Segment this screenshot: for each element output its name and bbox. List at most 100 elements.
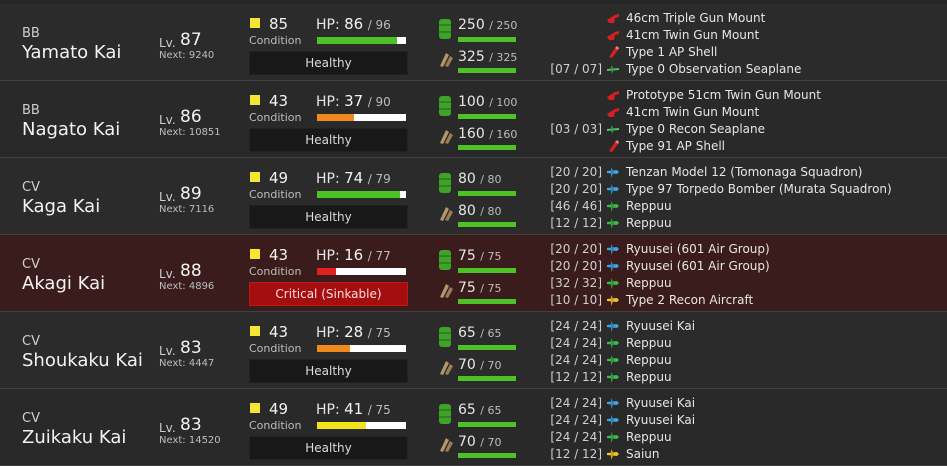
equipment-item[interactable]: Type 1 AP Shell <box>540 44 947 61</box>
torpedo-bomber-icon <box>607 321 619 332</box>
next-exp: Next: 10851 <box>159 127 221 138</box>
ammo-text: 160 / 160 <box>458 126 517 142</box>
equipment-name: Reppuu <box>626 199 672 213</box>
equipment-slot-count: [24 / 24] <box>550 353 602 367</box>
hp-bar-fill <box>317 422 366 429</box>
fuel-text: 250 / 250 <box>458 17 517 33</box>
main-gun-icon <box>607 91 619 100</box>
fuel-max: / 75 <box>480 250 502 263</box>
equipment-item[interactable]: [24 / 24] Reppuu <box>540 335 947 352</box>
equipment-name: Ryuusei Kai <box>626 396 696 410</box>
fuel-max: / 65 <box>480 404 502 417</box>
equipment-name: Ryuusei (601 Air Group) <box>626 242 770 256</box>
equipment-name: Type 91 AP Shell <box>626 139 725 153</box>
equipment-item[interactable]: [20 / 20] Ryuusei (601 Air Group) <box>540 241 947 258</box>
equipment-list: Prototype 51cm Twin Gun Mount 41cm Twin G… <box>540 87 947 155</box>
equipment-name: Ryuusei Kai <box>626 413 696 427</box>
seaplane-icon <box>607 65 619 74</box>
fuel-icon <box>439 96 451 116</box>
equipment-item[interactable]: [12 / 12] Reppuu <box>540 215 947 232</box>
ship-type: BB <box>22 26 40 41</box>
equipment-slot-count: [20 / 20] <box>550 165 602 179</box>
equipment-name: Tenzan Model 12 (Tomonaga Squadron) <box>626 165 863 179</box>
hp-current: 37 <box>344 92 364 110</box>
equipment-item[interactable]: [07 / 07] Type 0 Observation Seaplane <box>540 61 947 78</box>
level-label: Lv. <box>159 267 176 281</box>
equipment-item[interactable]: [24 / 24] Reppuu <box>540 429 947 446</box>
hp-bar <box>317 114 406 121</box>
ship-row[interactable]: BB Nagato Kai Lv. 86 Next: 10851 43 Cond… <box>0 81 947 158</box>
hp-text: HP: 28 / 75 <box>316 323 391 341</box>
equipment-item[interactable]: [24 / 24] Reppuu <box>540 352 947 369</box>
equipment-item[interactable]: [20 / 20] Type 97 Torpedo Bomber (Murata … <box>540 181 947 198</box>
equipment-name: Prototype 51cm Twin Gun Mount <box>626 88 821 102</box>
ammo-icon <box>440 130 453 144</box>
hp-text: HP: 16 / 77 <box>316 246 391 264</box>
equipment-item[interactable]: [46 / 46] Reppuu <box>540 198 947 215</box>
recon-aircraft-icon <box>607 449 619 460</box>
hp-label: HP: <box>316 94 340 110</box>
fighter-icon <box>607 201 619 212</box>
ammo-value: 325 <box>458 49 485 65</box>
ship-row[interactable]: CV Kaga Kai Lv. 89 Next: 7116 49 Conditi… <box>0 158 947 235</box>
ship-row[interactable]: BB Yamato Kai Lv. 87 Next: 9240 85 Condi… <box>0 4 947 81</box>
level-label: Lv. <box>159 36 176 50</box>
hp-text: HP: 86 / 96 <box>316 15 391 33</box>
hp-current: 16 <box>344 246 364 264</box>
condition-value: 43 <box>269 246 289 264</box>
equipment-item[interactable]: [20 / 20] Ryuusei (601 Air Group) <box>540 258 947 275</box>
hp-bar <box>317 345 406 352</box>
recon-aircraft-icon <box>607 295 619 306</box>
hp-text: HP: 41 / 75 <box>316 400 391 418</box>
equipment-item[interactable]: [24 / 24] Ryuusei Kai <box>540 412 947 429</box>
equipment-item[interactable]: 41cm Twin Gun Mount <box>540 104 947 121</box>
ship-name: Nagato Kai <box>22 119 121 140</box>
condition-value: 43 <box>269 323 289 341</box>
equipment-name: Reppuu <box>626 216 672 230</box>
condition-label: Condition <box>249 419 302 432</box>
ship-row[interactable]: CV Akagi Kai Lv. 88 Next: 4896 43 Condit… <box>0 235 947 312</box>
equipment-item[interactable]: 46cm Triple Gun Mount <box>540 10 947 27</box>
condition-square-icon <box>250 95 260 105</box>
hp-bar-fill <box>317 268 336 275</box>
equipment-item[interactable]: 41cm Twin Gun Mount <box>540 27 947 44</box>
equipment-name: Ryuusei Kai <box>626 319 696 333</box>
equipment-item[interactable]: [03 / 03] Type 0 Recon Seaplane <box>540 121 947 138</box>
torpedo-bomber-icon <box>607 398 619 409</box>
hp-max: / 75 <box>367 403 391 417</box>
status-badge: Healthy <box>249 128 408 152</box>
equipment-list: [20 / 20] Ryuusei (601 Air Group) [20 / 20… <box>540 241 947 309</box>
equipment-name: Type 2 Recon Aircraft <box>626 293 754 307</box>
ship-row[interactable]: CV Zuikaku Kai Lv. 83 Next: 14520 49 Con… <box>0 389 947 466</box>
ap-shell-icon <box>609 46 619 58</box>
level-value: 87 <box>180 30 202 50</box>
condition-label: Condition <box>249 342 302 355</box>
condition-square-icon <box>250 172 260 182</box>
ship-name: Yamato Kai <box>22 42 122 63</box>
torpedo-bomber-icon <box>607 261 619 272</box>
condition-square-icon <box>250 326 260 336</box>
equipment-item[interactable]: [24 / 24] Ryuusei Kai <box>540 318 947 335</box>
equipment-item[interactable]: [24 / 24] Ryuusei Kai <box>540 395 947 412</box>
equipment-item[interactable]: [32 / 32] Reppuu <box>540 275 947 292</box>
equipment-item[interactable]: Type 91 AP Shell <box>540 138 947 155</box>
level-label: Lv. <box>159 113 176 127</box>
ap-shell-icon <box>609 140 619 152</box>
ammo-text: 70 / 70 <box>458 357 501 373</box>
equipment-name: Reppuu <box>626 336 672 350</box>
equipment-item[interactable]: Prototype 51cm Twin Gun Mount <box>540 87 947 104</box>
fuel-text: 75 / 75 <box>458 248 501 264</box>
torpedo-bomber-icon <box>607 167 619 178</box>
equipment-item[interactable]: [12 / 12] Reppuu <box>540 369 947 386</box>
equipment-item[interactable]: [10 / 10] Type 2 Recon Aircraft <box>540 292 947 309</box>
condition-value: 49 <box>269 169 289 187</box>
equipment-item[interactable]: [20 / 20] Tenzan Model 12 (Tomonaga Squad… <box>540 164 947 181</box>
ammo-icon <box>440 361 453 375</box>
fuel-icon <box>439 19 451 39</box>
next-exp: Next: 14520 <box>159 435 221 446</box>
hp-text: HP: 37 / 90 <box>316 92 391 110</box>
equipment-item[interactable]: [12 / 12] Saiun <box>540 446 947 463</box>
next-exp: Next: 7116 <box>159 204 215 215</box>
equipment-list: 46cm Triple Gun Mount 41cm Twin Gun Mount… <box>540 10 947 78</box>
ship-row[interactable]: CV Shoukaku Kai Lv. 83 Next: 4447 43 Con… <box>0 312 947 389</box>
